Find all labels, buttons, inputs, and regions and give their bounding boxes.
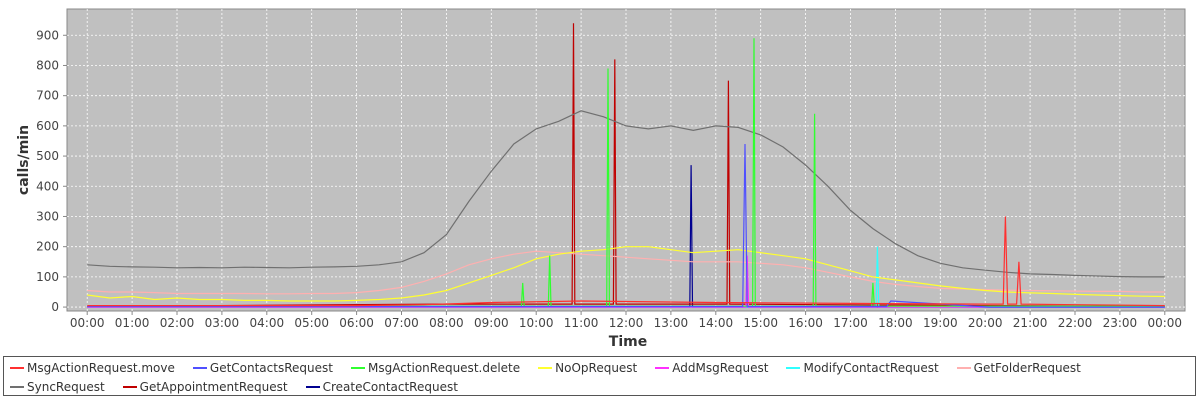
legend-label: MsgActionRequest.delete xyxy=(367,361,521,375)
x-tick-label: 20:00 xyxy=(968,316,1003,330)
legend-label: GetFolderRequest xyxy=(973,361,1081,375)
y-tick-label: 800 xyxy=(36,58,59,72)
y-tick-label: 500 xyxy=(36,149,59,163)
legend-label: AddMsgRequest xyxy=(672,361,769,375)
x-tick-label: 13:00 xyxy=(654,316,689,330)
legend-swatch xyxy=(655,367,670,369)
x-tick-label: 01:00 xyxy=(115,316,150,330)
x-tick-label: 17:00 xyxy=(833,316,868,330)
x-tick-label: 14:00 xyxy=(699,316,734,330)
x-tick-label: 16:00 xyxy=(788,316,823,330)
x-tick-label: 05:00 xyxy=(294,316,329,330)
legend-item: GetAppointmentRequest xyxy=(122,379,288,395)
legend-item: ModifyContactRequest xyxy=(786,360,939,376)
y-tick-label: 200 xyxy=(36,240,59,254)
y-tick-label: 100 xyxy=(36,270,59,284)
legend-label: MsgActionRequest.move xyxy=(27,361,175,375)
legend-swatch xyxy=(305,386,320,388)
legend: MsgActionRequest.move GetContactsRequest M… xyxy=(3,356,1196,396)
legend-swatch xyxy=(786,367,801,369)
y-tick-label: 600 xyxy=(36,119,59,133)
legend-item: NoOpRequest xyxy=(538,360,637,376)
x-tick-label: 08:00 xyxy=(429,316,464,330)
x-tick-label: 06:00 xyxy=(339,316,374,330)
x-tick-label: 10:00 xyxy=(519,316,554,330)
y-tick-label: 900 xyxy=(36,28,59,42)
legend-item: MsgActionRequest.move xyxy=(10,360,175,376)
legend-item: AddMsgRequest xyxy=(655,360,768,376)
series-line xyxy=(87,216,1165,307)
legend-swatch xyxy=(192,367,207,369)
legend-swatch xyxy=(538,367,553,369)
y-axis-label: calls/min xyxy=(16,125,32,195)
y-tick-label: 0 xyxy=(51,300,59,314)
legend-swatch xyxy=(122,386,137,388)
series-line xyxy=(87,143,1165,308)
legend-item: GetFolderRequest xyxy=(956,360,1081,376)
y-tick-label: 400 xyxy=(36,179,59,193)
legend-swatch xyxy=(350,367,365,369)
x-tick-label: 19:00 xyxy=(923,316,958,330)
x-tick-label: 07:00 xyxy=(384,316,419,330)
x-tick-label: 23:00 xyxy=(1103,316,1138,330)
plot-area xyxy=(66,8,1186,312)
x-axis-label: Time xyxy=(609,334,647,350)
legend-item: GetContactsRequest xyxy=(192,360,333,376)
legend-item: SyncRequest xyxy=(10,379,105,395)
x-tick-label: 09:00 xyxy=(474,316,509,330)
x-tick-label: 02:00 xyxy=(160,316,195,330)
legend-item: CreateContactRequest xyxy=(305,379,458,395)
legend-item: MsgActionRequest.delete xyxy=(350,360,521,376)
x-tick-label: 00:00 xyxy=(1147,316,1182,330)
y-tick-label: 700 xyxy=(36,89,59,103)
x-tick-label: 21:00 xyxy=(1013,316,1048,330)
legend-label: SyncRequest xyxy=(27,380,105,394)
legend-label: GetAppointmentRequest xyxy=(139,380,288,394)
x-tick-label: 04:00 xyxy=(250,316,285,330)
series-line xyxy=(87,110,1165,278)
x-tick-label: 18:00 xyxy=(878,316,913,330)
legend-swatch xyxy=(10,367,24,369)
legend-swatch xyxy=(956,367,971,369)
x-tick-label: 03:00 xyxy=(205,316,240,330)
legend-label: GetContactsRequest xyxy=(209,361,333,375)
series-line xyxy=(87,23,1165,308)
legend-label: ModifyContactRequest xyxy=(803,361,939,375)
x-tick-label: 12:00 xyxy=(609,316,644,330)
x-tick-label: 00:00 xyxy=(70,316,105,330)
legend-label: NoOpRequest xyxy=(555,361,638,375)
x-tick-label: 22:00 xyxy=(1058,316,1093,330)
legend-swatch xyxy=(10,386,24,388)
chart: Time calls/min 0 100 200 300 400 500 600 700 800… xyxy=(16,8,1186,350)
legend-label: CreateContactRequest xyxy=(322,380,458,394)
series-line xyxy=(87,246,1165,302)
y-tick-label: 300 xyxy=(36,209,59,223)
x-tick-label: 15:00 xyxy=(743,316,778,330)
x-tick-label: 11:00 xyxy=(564,316,599,330)
series-line xyxy=(87,250,1165,295)
